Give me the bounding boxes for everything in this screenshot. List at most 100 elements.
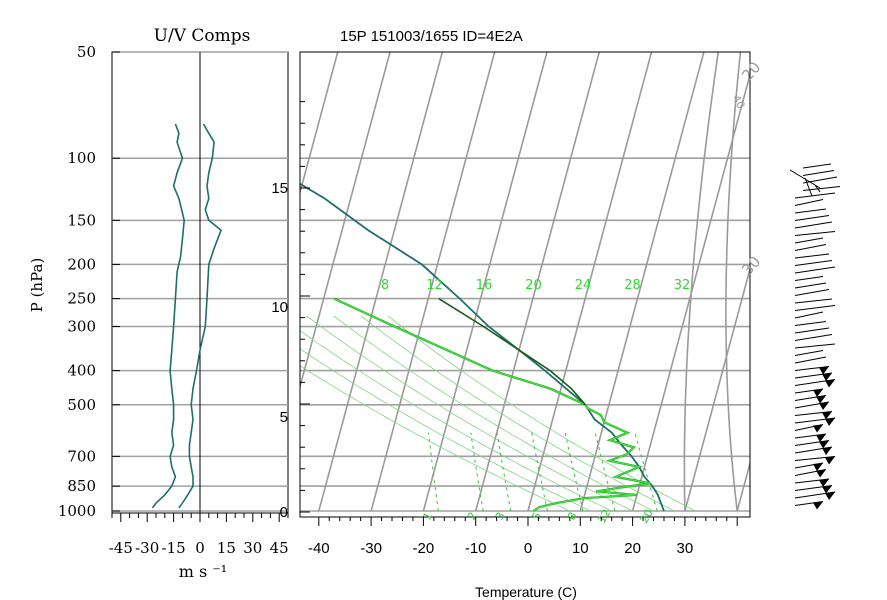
isotherm xyxy=(579,52,705,512)
wind-barb xyxy=(794,334,833,341)
wind-barb xyxy=(794,266,836,274)
wind-barb xyxy=(794,192,836,199)
moist-adiabat-label: 28 xyxy=(624,278,641,293)
dry-adiabat xyxy=(874,52,887,511)
isotherm xyxy=(162,52,286,511)
uv-pressure-ticks: 50 100 150 200 250 300 400 500 700 850 1000 xyxy=(58,43,120,520)
wind-barb-pennant xyxy=(813,463,823,471)
dry-adiabat xyxy=(852,52,887,511)
uv-series-1-line xyxy=(151,123,186,509)
moist-adiabat-label: 32 xyxy=(674,278,691,293)
height-tick-label: 5 xyxy=(280,409,288,426)
mixing-ratio-label: 8 xyxy=(565,510,580,523)
uv-xtick-label: 30 xyxy=(243,539,262,557)
mixing-ratio-label: 20 xyxy=(638,507,656,526)
temperature-tick-label: 20 xyxy=(624,540,641,557)
wind-barb-pennant xyxy=(825,418,835,426)
uv-ytick-label: 850 xyxy=(67,477,96,495)
temperature-tick-label: 0 xyxy=(524,540,532,557)
wind-barb-pennant xyxy=(819,479,829,487)
temperature-line xyxy=(300,182,665,512)
moist-adiabat-label: 24 xyxy=(575,278,592,293)
skewt-grid xyxy=(0,52,887,512)
wind-barb xyxy=(802,176,838,184)
moist-adiabat xyxy=(300,330,612,512)
uv-ytick-label: 100 xyxy=(67,149,96,167)
uv-ytick-label: 150 xyxy=(67,211,96,229)
uv-series-2-line xyxy=(178,123,223,509)
isotherm xyxy=(736,460,750,512)
wind-barb xyxy=(794,327,830,334)
uv-xtick-label: -30 xyxy=(135,539,159,557)
isotherm xyxy=(422,52,548,512)
temperature-ticks: -40 -30 -20 -10 0 10 20 30 xyxy=(308,517,738,557)
skewt-profiles xyxy=(300,182,665,512)
height-tick-label: 10 xyxy=(271,299,288,316)
skewt-title: 15P 151003/1655 ID=4E2A xyxy=(340,28,523,45)
isotherm xyxy=(370,52,496,512)
moist-adiabat xyxy=(300,365,570,512)
isotherm xyxy=(474,52,601,512)
isotherm xyxy=(57,52,181,511)
dry-adiabat xyxy=(785,52,842,511)
wind-barb xyxy=(794,343,836,349)
wind-barb xyxy=(794,231,836,236)
wind-barb-pennant xyxy=(816,434,826,442)
theta-label: 40 xyxy=(729,93,747,112)
isotherm xyxy=(0,52,24,511)
wind-barb xyxy=(794,253,830,259)
uv-ytick-label: 300 xyxy=(67,318,96,336)
isotherm xyxy=(5,52,129,511)
wind-barb xyxy=(794,199,824,206)
wind-barb-pennant xyxy=(819,366,829,375)
moist-adiabat-label: 12 xyxy=(426,278,443,293)
moist-adiabat xyxy=(387,315,696,512)
wind-barb xyxy=(802,163,832,169)
uv-xtick-label: 45 xyxy=(270,539,289,557)
uv-ytick-label: 1000 xyxy=(58,502,96,520)
wind-barb-pennant xyxy=(813,501,823,510)
uv-xtick-label: 15 xyxy=(217,539,236,557)
wind-barb xyxy=(794,289,830,296)
isotherm xyxy=(684,266,750,512)
temperature-tick-label: 10 xyxy=(572,540,589,557)
isotherm xyxy=(318,52,444,512)
uv-ytick-label: 50 xyxy=(77,43,96,61)
isotherm xyxy=(527,52,653,512)
height-ticks: 0 5 10 15 xyxy=(271,101,310,521)
moist-adiabat xyxy=(300,348,591,512)
temperature-tick-label: -20 xyxy=(413,540,435,557)
wind-barb-pennant xyxy=(822,411,832,420)
wind-barb-pennant xyxy=(819,440,829,449)
wind-barb xyxy=(794,350,824,356)
temperature-tick-label: -40 xyxy=(308,540,330,557)
wind-barb-pennant xyxy=(813,424,823,433)
uv-units-label: m s ⁻¹ xyxy=(179,562,227,581)
mixing-ratio-line xyxy=(496,432,512,512)
isotherm xyxy=(300,52,391,390)
temperature-axis-label: Temperature (C) xyxy=(475,584,577,600)
wind-barb xyxy=(794,311,824,319)
isotherm xyxy=(790,52,887,511)
moist-adiabat xyxy=(306,315,633,512)
wind-barb xyxy=(794,305,836,311)
isotherm-label: 20 xyxy=(738,58,764,84)
dry-adiabat xyxy=(683,52,719,511)
height-tick-label: 15 xyxy=(271,180,288,197)
uv-ytick-label: 500 xyxy=(67,396,96,414)
mixing-ratio-line xyxy=(634,432,658,512)
wind-barb xyxy=(794,356,827,364)
mixing-ratio-label: 3 xyxy=(493,510,508,523)
wind-barb xyxy=(794,456,836,461)
parcel-line xyxy=(438,297,587,406)
mixing-ratio-line xyxy=(531,432,548,512)
wind-barb xyxy=(794,208,827,214)
mixing-ratio-line xyxy=(470,432,484,512)
wind-barb xyxy=(794,244,827,251)
wind-barb-pennant xyxy=(816,395,826,404)
wind-barb-pennant xyxy=(819,402,829,410)
uv-ytick-label: 250 xyxy=(67,290,96,308)
wind-barb xyxy=(794,260,833,266)
